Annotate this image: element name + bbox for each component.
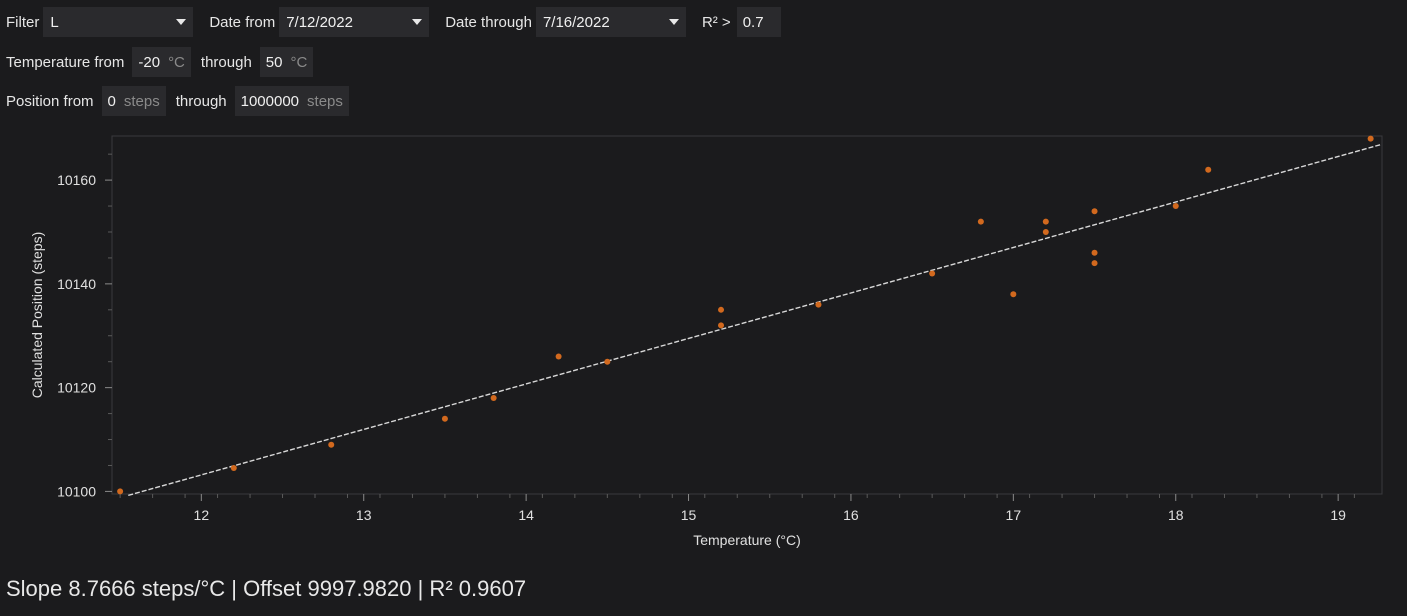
temp-from-label: Temperature from <box>6 53 125 71</box>
x-tick-label: 16 <box>843 507 859 523</box>
pos-through-input[interactable]: 1000000 steps <box>234 86 349 116</box>
temp-through-unit: °C <box>290 53 308 71</box>
data-point <box>929 270 936 277</box>
temp-from-unit: °C <box>168 53 185 71</box>
pos-through-unit: steps <box>307 92 343 110</box>
temp-from-input[interactable]: -20 °C <box>132 47 191 77</box>
data-point <box>328 441 335 448</box>
data-point <box>815 301 822 308</box>
data-point <box>555 353 562 360</box>
r2-label: R² > <box>701 13 731 31</box>
pos-through-value: 1000000 <box>240 92 300 110</box>
date-through-value: 7/16/2022 <box>542 13 610 31</box>
data-point <box>1042 228 1049 235</box>
scatter-chart: 12 13 14 15 16 17 18 19 10100 10120 10140 10160 Temp… <box>29 135 1383 548</box>
data-point <box>1091 249 1098 256</box>
data-point <box>604 358 611 365</box>
data-point <box>441 415 448 422</box>
date-through-label: Date through <box>445 13 532 31</box>
y-tick-label: 10100 <box>57 483 96 499</box>
y-tick-label: 10160 <box>57 172 96 188</box>
temperature-row: Temperature from -20 °C through 50 °C <box>6 46 314 78</box>
x-tick-label: 18 <box>1168 507 1184 523</box>
x-tick-label: 15 <box>681 507 697 523</box>
y-axis-label: Calculated Position (steps) <box>29 232 45 399</box>
date-through-picker[interactable]: 7/16/2022 <box>535 7 686 37</box>
date-from-picker[interactable]: 7/12/2022 <box>279 7 430 37</box>
data-point <box>1091 208 1098 215</box>
fit-summary: Slope 8.7666 steps/°C | Offset 9997.9820… <box>6 576 527 601</box>
data-point <box>117 488 124 495</box>
temp-through-label: through <box>200 53 252 71</box>
filter-select[interactable]: L <box>43 7 194 37</box>
data-point <box>230 465 237 472</box>
chevron-down-icon <box>412 19 423 25</box>
x-tick-label: 17 <box>1006 507 1022 523</box>
x-tick-label: 13 <box>356 507 372 523</box>
r2-input[interactable]: 0.7 <box>736 7 781 37</box>
temp-from-value: -20 <box>138 53 161 71</box>
r2-value: 0.7 <box>742 13 764 31</box>
data-point <box>1042 218 1049 225</box>
data-point <box>977 218 984 225</box>
temp-through-input[interactable]: 50 °C <box>259 47 314 77</box>
pos-from-input[interactable]: 0 steps <box>101 86 166 116</box>
y-tick-label: 10120 <box>57 380 96 396</box>
filter-row: Filter L Date from 7/12/2022 Date throug… <box>6 6 781 38</box>
x-tick-label: 14 <box>518 507 534 523</box>
data-point <box>718 306 725 313</box>
pos-through-label: through <box>175 92 227 110</box>
chevron-down-icon <box>176 19 187 25</box>
data-point <box>1010 291 1017 298</box>
data-point <box>718 322 725 329</box>
data-point <box>490 395 497 402</box>
data-point <box>1172 203 1179 210</box>
date-from-value: 7/12/2022 <box>286 13 353 31</box>
filter-label: Filter <box>6 13 40 31</box>
chevron-down-icon <box>668 19 679 25</box>
position-row: Position from 0 steps through 1000000 st… <box>6 85 349 117</box>
temp-through-value: 50 <box>265 53 283 71</box>
x-tick-label: 12 <box>194 507 210 523</box>
pos-from-unit: steps <box>123 92 160 110</box>
data-point <box>1205 166 1212 173</box>
pos-from-label: Position from <box>6 92 94 110</box>
x-tick-label: 19 <box>1330 507 1346 523</box>
pos-from-value: 0 <box>107 92 116 110</box>
data-point <box>1091 260 1098 267</box>
plot-frame <box>111 135 1383 495</box>
data-point <box>1367 135 1374 142</box>
x-axis-label: Temperature (°C) <box>693 532 801 548</box>
y-tick-label: 10140 <box>57 276 96 292</box>
filter-select-value: L <box>50 13 59 31</box>
date-from-label: Date from <box>209 13 276 31</box>
fit-line <box>128 143 1383 497</box>
